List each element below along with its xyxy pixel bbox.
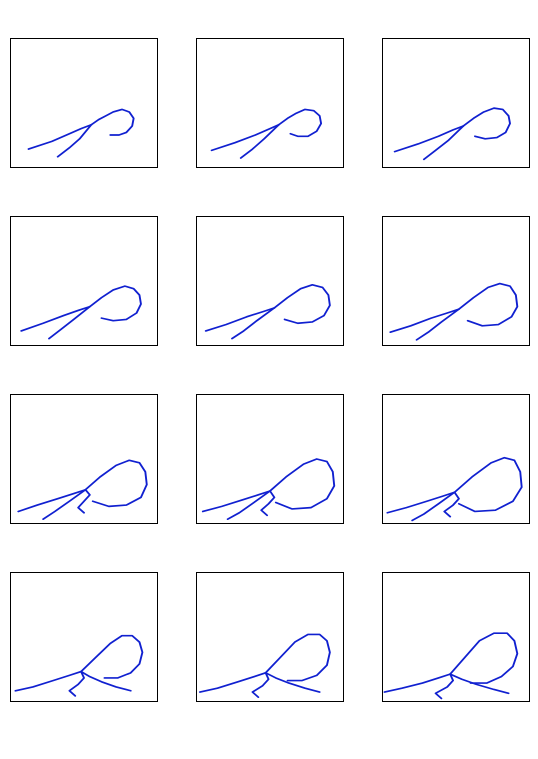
line-drawing	[197, 573, 343, 701]
panel-10	[196, 572, 344, 702]
panel-0	[10, 38, 158, 168]
line-drawing	[197, 395, 343, 523]
panel-11	[382, 572, 530, 702]
line-drawing	[11, 39, 157, 167]
panel-1	[196, 38, 344, 168]
line-drawing	[383, 395, 529, 523]
panel-7	[196, 394, 344, 524]
panel-5	[382, 216, 530, 346]
line-drawing	[383, 39, 529, 167]
line-drawing	[197, 39, 343, 167]
panel-8	[382, 394, 530, 524]
panel-2	[382, 38, 530, 168]
line-drawing	[11, 395, 157, 523]
small-multiples-grid	[10, 38, 530, 702]
line-drawing	[197, 217, 343, 345]
line-drawing	[383, 217, 529, 345]
panel-6	[10, 394, 158, 524]
line-drawing	[11, 573, 157, 701]
panel-9	[10, 572, 158, 702]
line-drawing	[383, 573, 529, 701]
panel-4	[196, 216, 344, 346]
panel-3	[10, 216, 158, 346]
line-drawing	[11, 217, 157, 345]
